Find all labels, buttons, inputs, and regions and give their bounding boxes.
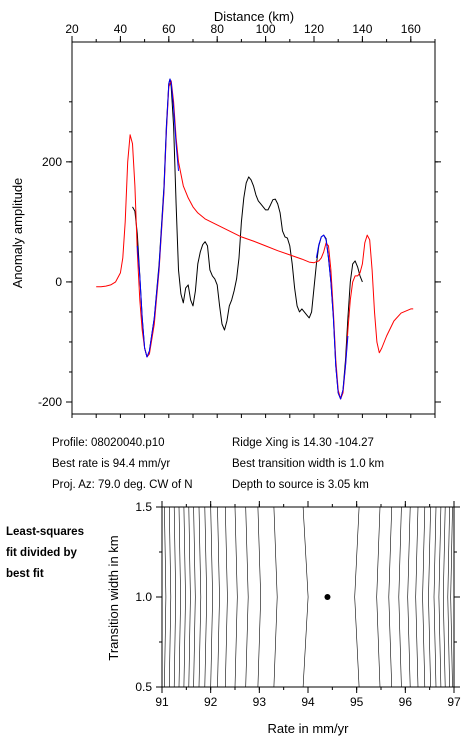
bottom-x-tick-label: 94 [301,695,315,709]
contour-line [257,506,262,688]
contour-line [217,506,220,688]
bottom-x-tick-label: 96 [399,695,413,709]
series-line-fit [315,234,349,400]
contour-line [210,506,213,688]
contour-line [442,506,446,688]
contour-line [376,506,381,688]
info-profile: Profile: 08020040.p10 [52,437,165,449]
contour-line [169,506,172,688]
contour-line [273,506,278,688]
info-proj-az: Proj. Az: 79.0 deg. CW of N [52,479,193,491]
bottom-chart-ticks: 91 92 93 94 95 96 97 0.5 1.0 1.5 [135,500,461,709]
bottom-y-tick-label: 1.0 [135,590,152,604]
contour-line [183,506,186,688]
contour-line [234,506,238,688]
contour-line [354,506,360,688]
bottom-x-tick-label: 97 [447,695,461,709]
bottom-x-tick-label: 95 [350,695,364,709]
top-x-tick-label: 120 [304,22,324,36]
bottom-chart-ylabel: Transition width in km [106,535,121,660]
top-x-tick-label: 40 [114,22,128,36]
top-chart-ticks: 20 40 60 80 100 120 140 160 -200 0 200 [38,22,441,418]
contour-line [428,506,431,688]
contour-line [422,506,426,688]
info-best-rate: Best rate is 94.4 mm/yr [52,458,171,470]
bottom-chart-xlabel: Rate in mm/yr [268,721,350,736]
contour-line [415,506,419,688]
info-ridge-xing: Ridge Xing is 14.30 -104.27 [232,437,374,449]
contour-line [198,506,202,688]
bottom-x-tick-label: 92 [204,695,218,709]
contour-line [178,506,181,688]
best-fit-point [324,594,331,600]
top-x-tick-label: 140 [352,22,372,36]
contour-line [450,506,453,688]
side-note-line-2: fit divided by [6,547,77,559]
contour-line [164,506,167,688]
top-x-tick-label: 20 [65,22,79,36]
bottom-y-tick-label: 1.5 [135,500,152,514]
bottom-chart-frame [161,506,455,688]
contour-line [438,506,442,688]
bottom-x-tick-label: 93 [253,695,267,709]
contour-line [302,506,309,688]
bottom-y-tick-label: 0.5 [135,680,152,694]
side-note-line-1: Least-squares [6,526,84,538]
contour-line [245,506,249,688]
top-y-tick-label: 0 [55,275,62,289]
top-y-tick-label: 200 [42,155,62,169]
contour-line [204,506,208,688]
contour-line [193,506,196,688]
top-chart-frame [71,41,436,415]
bottom-chart-contours [164,506,453,688]
side-note-line-3: best fit [6,568,44,580]
contour-line [407,506,411,688]
contour-line [225,506,228,688]
contour-line [447,506,450,688]
top-x-tick-label: 160 [401,22,421,36]
contour-line [188,506,191,688]
contour-line [388,506,392,688]
series-line-fit [136,78,179,358]
contour-line [173,506,177,688]
info-transition: Best transition width is 1.0 km [232,458,385,470]
side-note: Least-squares fit divided by best fit [6,522,84,585]
top-chart-series [96,78,414,400]
top-y-tick-label: -200 [38,395,62,409]
top-chart-ylabel: Anomaly amplitude [10,178,25,289]
contour-line [398,506,402,688]
top-x-tick-label: 80 [211,22,225,36]
top-x-tick-label: 100 [256,22,276,36]
series-line-model [96,80,414,400]
contour-line [433,506,437,688]
top-x-tick-label: 60 [162,22,176,36]
top-chart-xlabel: Distance (km) [214,9,294,24]
info-depth: Depth to source is 3.05 km [232,479,369,491]
bottom-x-tick-label: 91 [155,695,169,709]
